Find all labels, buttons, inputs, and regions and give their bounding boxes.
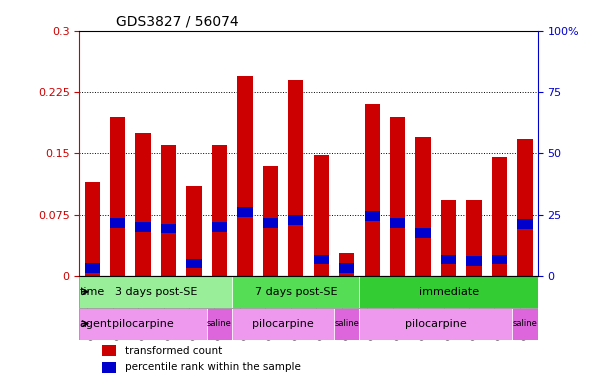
FancyBboxPatch shape (232, 276, 359, 308)
Bar (339, 263, 354, 273)
Text: saline: saline (207, 319, 232, 328)
Bar (518, 219, 533, 229)
Bar (492, 157, 507, 276)
Bar (110, 218, 125, 228)
Bar (237, 207, 252, 217)
Bar (313, 255, 329, 265)
Bar (161, 145, 176, 276)
FancyBboxPatch shape (359, 276, 538, 308)
Bar (288, 80, 304, 276)
Bar (263, 166, 278, 276)
Text: GDS3827 / 56074: GDS3827 / 56074 (116, 14, 239, 28)
Bar (84, 263, 100, 273)
Text: percentile rank within the sample: percentile rank within the sample (125, 362, 301, 372)
Bar (103, 362, 116, 372)
Text: transformed count: transformed count (125, 346, 222, 356)
Bar (441, 200, 456, 276)
Bar (365, 104, 380, 276)
Text: immediate: immediate (419, 287, 478, 297)
Bar (365, 211, 380, 221)
FancyBboxPatch shape (512, 308, 538, 339)
Bar (263, 218, 278, 228)
Bar (212, 222, 227, 232)
Bar (161, 223, 176, 233)
Bar (466, 200, 481, 276)
Text: pilocarpine: pilocarpine (252, 319, 314, 329)
Bar (136, 222, 151, 232)
Bar (466, 256, 481, 266)
Bar (288, 215, 304, 225)
Bar (441, 255, 456, 265)
Bar (313, 155, 329, 276)
Bar (84, 182, 100, 276)
Bar (339, 253, 354, 276)
Bar (110, 116, 125, 276)
Bar (390, 218, 405, 228)
Text: saline: saline (334, 319, 359, 328)
Bar (103, 345, 116, 356)
Text: pilocarpine: pilocarpine (405, 319, 467, 329)
Bar (136, 133, 151, 276)
Bar (186, 259, 202, 268)
Text: agent: agent (79, 319, 112, 329)
Bar (518, 139, 533, 276)
FancyBboxPatch shape (79, 276, 232, 308)
Bar (415, 228, 431, 238)
Bar (186, 186, 202, 276)
Text: pilocarpine: pilocarpine (112, 319, 174, 329)
Bar (212, 145, 227, 276)
FancyBboxPatch shape (359, 308, 512, 339)
Bar (492, 255, 507, 265)
Text: time: time (79, 287, 105, 297)
FancyBboxPatch shape (334, 308, 359, 339)
Bar (390, 116, 405, 276)
Text: 3 days post-SE: 3 days post-SE (115, 287, 197, 297)
Text: saline: saline (513, 319, 538, 328)
FancyBboxPatch shape (79, 308, 207, 339)
Text: 7 days post-SE: 7 days post-SE (255, 287, 337, 297)
Bar (415, 137, 431, 276)
FancyBboxPatch shape (232, 308, 334, 339)
FancyBboxPatch shape (207, 308, 232, 339)
Bar (237, 76, 252, 276)
